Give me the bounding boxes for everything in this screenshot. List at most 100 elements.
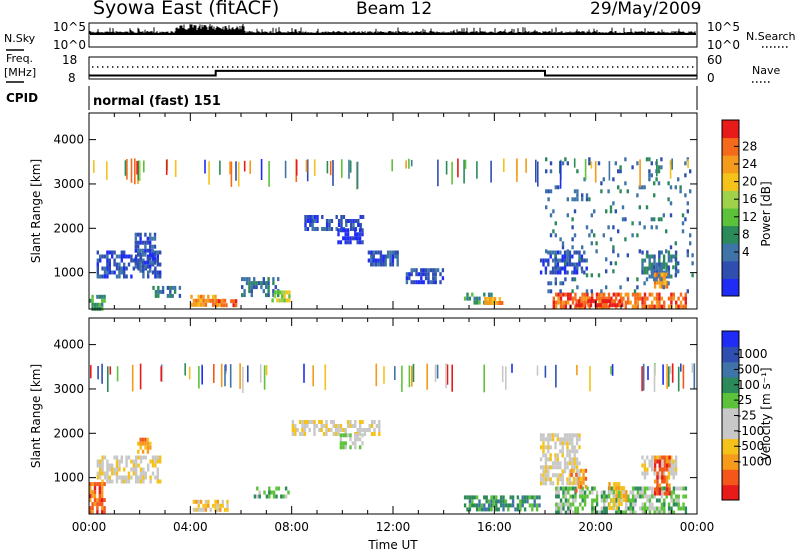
velocity-cell (544, 437, 548, 442)
velocity-colorbar-label: -25 (737, 409, 757, 423)
velocity-cell (643, 475, 647, 480)
velocity-cell (571, 433, 574, 438)
power-colorbar-frame (721, 119, 740, 297)
velocity-cell (103, 498, 106, 503)
velocity-cell (480, 503, 484, 508)
velocity-cell (593, 498, 596, 503)
velocity-cell (557, 502, 560, 507)
freq-unit-label: [MHz] (4, 66, 36, 79)
velocity-cell (670, 455, 673, 460)
power-cell (595, 241, 598, 246)
velocity-cell (658, 506, 661, 511)
velocity-cell (89, 490, 92, 495)
power-region-19 (545, 157, 694, 294)
velocity-cell (142, 467, 145, 472)
velocity-cell (561, 453, 564, 458)
power-cell (634, 300, 637, 305)
power-cell (358, 228, 362, 233)
power-cell (473, 300, 476, 305)
velocity-cell (631, 486, 635, 491)
velocity-cell (101, 494, 104, 499)
velocity-cell (622, 490, 626, 495)
power-cell (657, 273, 661, 278)
power-cell (591, 292, 594, 297)
power-cell (607, 292, 611, 297)
velocity-cell (120, 459, 123, 464)
velocity-cell (127, 475, 131, 480)
power-cell (670, 274, 673, 279)
velocity-cell (607, 494, 611, 499)
velocity-cell (139, 467, 143, 472)
velocity-xlabel: Time UT (367, 538, 418, 552)
velocity-cell (115, 475, 119, 480)
velocity-cell (342, 441, 345, 446)
velocity-cell (492, 499, 496, 504)
velocity-cell (216, 503, 220, 508)
power-cell (614, 261, 617, 266)
power-cell (370, 250, 373, 255)
power-cell (132, 266, 135, 271)
velocity-cell (610, 490, 613, 495)
velocity-cell (149, 479, 152, 484)
velocity-cell (99, 459, 102, 464)
power-cell (677, 304, 680, 309)
velocity-cell (539, 473, 543, 478)
power-cell (359, 215, 362, 219)
velocity-cell (96, 506, 99, 511)
velocity-cell (559, 473, 562, 478)
power-cell (146, 264, 149, 269)
velocity-cell (658, 483, 662, 488)
velocity-cell (471, 495, 474, 500)
velocity-cell (125, 459, 128, 464)
power-cell (466, 292, 469, 297)
velocity-cell (634, 486, 637, 491)
velocity-cell (554, 457, 557, 462)
velocity-cell (378, 432, 381, 436)
power-cell (260, 281, 263, 286)
velocity-cell (521, 499, 524, 504)
power-cell (667, 250, 671, 255)
power-cell (498, 301, 501, 305)
velocity-cell (639, 494, 642, 499)
velocity-cell (629, 502, 632, 507)
velocity-cell (139, 475, 143, 480)
power-streak (559, 160, 562, 189)
power-cell (658, 254, 661, 259)
power-cell (115, 274, 119, 279)
velocity-cell (684, 486, 688, 491)
velocity-region-2 (137, 437, 152, 454)
power-cell (342, 236, 345, 241)
velocity-cell (559, 465, 562, 470)
velocity-cell (646, 506, 649, 511)
velocity-cell (579, 476, 583, 481)
velocity-cell (535, 507, 539, 512)
power-streak (341, 159, 343, 178)
velocity-cell (670, 506, 673, 511)
velocity-cell (577, 476, 580, 481)
power-cell (650, 225, 653, 230)
velocity-region-6 (339, 433, 364, 450)
velocity-cell (538, 495, 541, 500)
power-cell (549, 254, 552, 259)
velocity-cell (600, 506, 604, 511)
velocity-cell (146, 449, 150, 454)
velocity-cell (670, 490, 673, 495)
power-cell (646, 250, 649, 255)
power-cell (580, 254, 584, 259)
velocity-cell (547, 445, 550, 450)
power-cell (349, 227, 353, 231)
power-cell (339, 240, 343, 245)
power-cell (561, 254, 564, 259)
power-region-11 (405, 268, 445, 285)
power-colorbar-swatch (722, 225, 739, 244)
velocity-cell (641, 506, 644, 511)
power-streak (391, 159, 393, 172)
velocity-cell (91, 490, 94, 495)
power-cell (278, 298, 281, 303)
velocity-cell (563, 469, 567, 474)
power-cell (169, 289, 172, 294)
power-cell (96, 270, 99, 275)
power-cell (159, 262, 162, 267)
velocity-cell (677, 494, 680, 499)
velocity-cell (568, 453, 572, 458)
